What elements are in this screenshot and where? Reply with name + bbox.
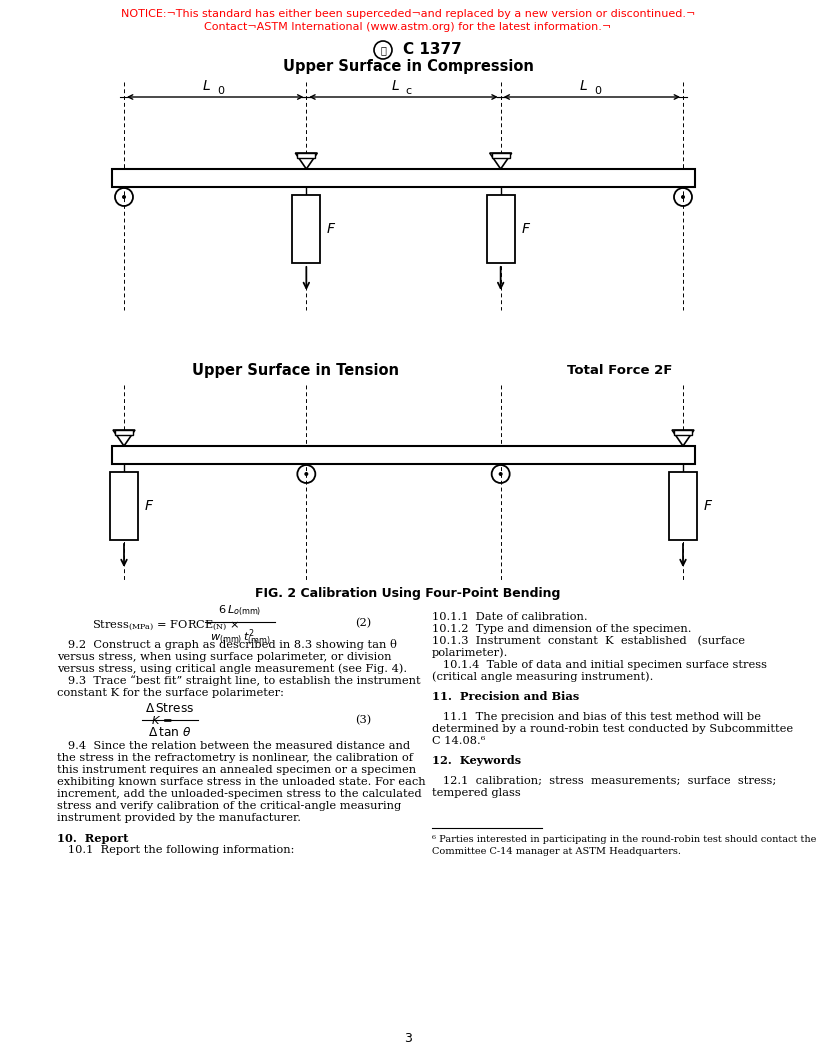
- Text: 10.1.1  Date of calibration.: 10.1.1 Date of calibration.: [432, 612, 588, 622]
- Text: C 1377: C 1377: [403, 42, 462, 57]
- Circle shape: [499, 472, 503, 476]
- Bar: [115, 430, 133, 435]
- Text: Stress$\mathregular{_{(MPa)}}$ = FORCE$\mathregular{_{(N)}}$ $\times$: Stress$\mathregular{_{(MPa)}}$ = FORCE$\…: [92, 619, 240, 634]
- Text: 0: 0: [217, 86, 224, 96]
- Bar: [110, 472, 138, 540]
- Polygon shape: [672, 430, 694, 446]
- Text: this instrument requires an annealed specimen or a specimen: this instrument requires an annealed spe…: [57, 765, 416, 775]
- Text: $6\,L_{o\mathregular{(mm)}}$: $6\,L_{o\mathregular{(mm)}}$: [219, 604, 262, 618]
- Text: ⁶ Parties interested in participating in the round-robin test should contact the: ⁶ Parties interested in participating in…: [432, 835, 816, 845]
- Text: 9.3  Trace “best fit” straight line, to establish the instrument: 9.3 Trace “best fit” straight line, to e…: [57, 676, 420, 686]
- Circle shape: [122, 195, 126, 199]
- Text: Upper Surface in Compression: Upper Surface in Compression: [282, 59, 534, 75]
- Polygon shape: [113, 430, 135, 446]
- Polygon shape: [295, 153, 317, 169]
- Text: increment, add the unloaded-specimen stress to the calculated: increment, add the unloaded-specimen str…: [57, 789, 422, 799]
- Text: $w_\mathregular{(mm)}\,t^2_\mathregular{(mm)}$: $w_\mathregular{(mm)}\,t^2_\mathregular{…: [210, 628, 270, 648]
- Text: exhibiting known surface stress in the unloaded state. For each: exhibiting known surface stress in the u…: [57, 777, 426, 787]
- Text: C 14.08.⁶: C 14.08.⁶: [432, 736, 486, 746]
- Text: instrument provided by the manufacturer.: instrument provided by the manufacturer.: [57, 813, 301, 823]
- Text: $\it{L}$: $\it{L}$: [579, 79, 588, 93]
- Text: 9.2  Construct a graph as described in 8.3 showing tan θ: 9.2 Construct a graph as described in 8.…: [57, 640, 397, 650]
- Text: $F$: $F$: [326, 222, 336, 235]
- Polygon shape: [490, 153, 512, 169]
- Text: Upper Surface in Tension: Upper Surface in Tension: [192, 362, 398, 377]
- Text: polarimeter).: polarimeter).: [432, 647, 508, 658]
- Text: ⓐ: ⓐ: [380, 45, 386, 55]
- Text: constant ​K for the surface polarimeter:: constant ​K for the surface polarimeter:: [57, 689, 284, 698]
- Text: 10.1.4  Table of data and initial specimen surface stress: 10.1.4 Table of data and initial specime…: [432, 660, 767, 670]
- Text: Committee C-14 manager at ASTM Headquarters.: Committee C-14 manager at ASTM Headquart…: [432, 847, 681, 855]
- Bar: [112, 169, 695, 187]
- Text: 12.1  calibration;  stress  measurements;  surface  stress;: 12.1 calibration; stress measurements; s…: [432, 776, 776, 786]
- Text: versus stress, when using surface polarimeter, or division: versus stress, when using surface polari…: [57, 652, 392, 662]
- Text: $F$: $F$: [144, 499, 154, 513]
- Bar: [112, 446, 695, 464]
- Text: $\Delta\,\tan\,\theta$: $\Delta\,\tan\,\theta$: [149, 727, 192, 739]
- Text: determined by a round-robin test conducted by Subcommittee: determined by a round-robin test conduct…: [432, 724, 793, 734]
- Text: 10.  Report: 10. Report: [57, 832, 128, 844]
- Text: Total Force 2F: Total Force 2F: [567, 363, 672, 377]
- Text: 10.1.2  Type and dimension of the specimen.: 10.1.2 Type and dimension of the specime…: [432, 624, 691, 634]
- Text: 12.  Keywords: 12. Keywords: [432, 755, 521, 767]
- Bar: [674, 430, 692, 435]
- Text: the stress in the refractometry is nonlinear, the calibration of: the stress in the refractometry is nonli…: [57, 753, 413, 763]
- Text: $\Delta\,\mathrm{Stress}$: $\Delta\,\mathrm{Stress}$: [145, 702, 195, 715]
- Text: 0: 0: [594, 86, 601, 96]
- Text: FIG. 2 Calibration Using Four-Point Bending: FIG. 2 Calibration Using Four-Point Bend…: [255, 586, 561, 600]
- Text: 11.  Precision and Bias: 11. Precision and Bias: [432, 692, 579, 702]
- Text: $\it{L}$: $\it{L}$: [391, 79, 400, 93]
- Text: (critical angle measuring instrument).: (critical angle measuring instrument).: [432, 672, 654, 682]
- Bar: [486, 195, 515, 263]
- Text: stress and verify calibration of the critical-angle measuring: stress and verify calibration of the cri…: [57, 802, 401, 811]
- Text: 10.1.3  Instrument  constant  ​K  established   (surface: 10.1.3 Instrument constant ​K establishe…: [432, 636, 745, 646]
- Text: $F$: $F$: [521, 222, 530, 235]
- Text: c: c: [406, 86, 411, 96]
- Text: (3): (3): [355, 715, 371, 725]
- Bar: [492, 153, 510, 158]
- Text: 10.1  Report the following information:: 10.1 Report the following information:: [57, 845, 295, 855]
- Text: tempered glass: tempered glass: [432, 788, 521, 798]
- Circle shape: [681, 195, 685, 199]
- Circle shape: [304, 472, 308, 476]
- Text: $K$ =: $K$ =: [151, 714, 172, 727]
- Text: 11.1  The precision and bias of this test method will be: 11.1 The precision and bias of this test…: [432, 712, 761, 722]
- Text: 3: 3: [404, 1032, 412, 1044]
- Text: $\it{L}$: $\it{L}$: [202, 79, 211, 93]
- Text: NOTICE:¬This standard has either been superceded¬and replaced by a new version o: NOTICE:¬This standard has either been su…: [121, 10, 695, 19]
- Text: versus stress, using critical angle measurement (see Fig. 4).: versus stress, using critical angle meas…: [57, 664, 407, 675]
- Text: $F$: $F$: [703, 499, 713, 513]
- Text: 9.4  Since the relation between the measured distance and: 9.4 Since the relation between the measu…: [57, 741, 410, 751]
- Bar: [292, 195, 321, 263]
- Bar: [297, 153, 315, 158]
- Text: Contact¬ASTM International (www.astm.org) for the latest information.¬: Contact¬ASTM International (www.astm.org…: [205, 22, 611, 32]
- Bar: [669, 472, 697, 540]
- Text: (2): (2): [355, 618, 371, 628]
